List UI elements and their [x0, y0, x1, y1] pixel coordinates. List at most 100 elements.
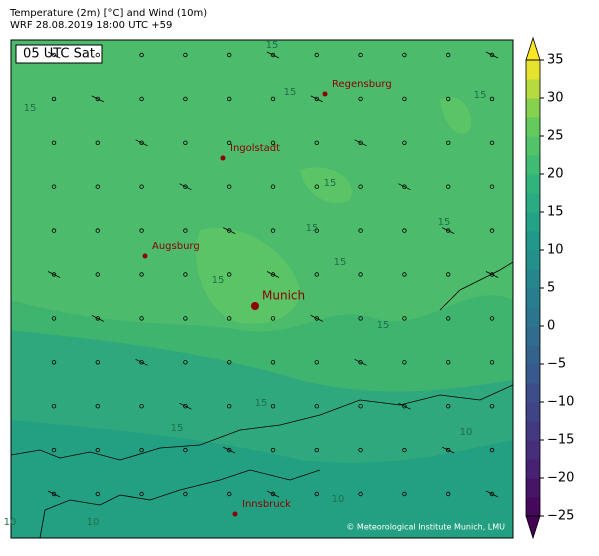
- station: [402, 184, 407, 189]
- station: [489, 447, 495, 453]
- colorbar-tick-label: −5: [547, 357, 566, 372]
- colorbar-band: [526, 250, 540, 270]
- colorbar-band: [526, 307, 540, 327]
- colorbar-tick-label: 5: [547, 281, 555, 296]
- station: [402, 52, 407, 58]
- colorbar-tick-label: 10: [547, 243, 564, 258]
- station: [270, 404, 276, 409]
- station: [270, 140, 276, 145]
- station: [314, 447, 319, 453]
- contour-label: 15: [212, 275, 225, 286]
- station: [358, 96, 363, 102]
- station: [183, 140, 188, 145]
- station: [489, 140, 495, 145]
- station: [51, 447, 57, 453]
- colorbar-band: [526, 212, 540, 232]
- colorbar-tick-label: 30: [547, 91, 564, 106]
- wind-barb: [310, 315, 323, 322]
- station: [226, 360, 232, 365]
- station: [446, 52, 451, 58]
- wind-barb: [47, 51, 61, 59]
- wind-barb: [485, 490, 499, 498]
- station: [489, 228, 495, 233]
- station: [402, 140, 407, 145]
- city-name: Augsburg: [152, 241, 200, 252]
- wind-barb: [47, 271, 61, 278]
- contour-label: 15: [334, 257, 347, 268]
- colorbar-band: [526, 288, 540, 308]
- station: [226, 316, 232, 321]
- colorbar-extend: [525, 36, 541, 61]
- wind-barb: [398, 183, 411, 191]
- contour-label: 10: [4, 517, 17, 528]
- wind-barb: [135, 139, 148, 147]
- colorbar-band: [526, 269, 540, 289]
- contour-label: 15: [306, 223, 319, 234]
- station: [446, 316, 451, 321]
- station: [183, 360, 188, 365]
- station: [489, 404, 495, 409]
- station: [139, 52, 144, 58]
- wind-barb: [47, 490, 61, 498]
- station: [139, 228, 144, 233]
- station: [446, 228, 451, 233]
- station: [95, 360, 100, 365]
- station: [139, 360, 144, 365]
- station: [314, 316, 319, 321]
- station: [95, 404, 100, 409]
- colorbar-band: [526, 98, 540, 118]
- station: [95, 140, 100, 145]
- station: [270, 184, 276, 189]
- station: [314, 140, 319, 145]
- colorbar-extend: [525, 515, 541, 540]
- colorbar-band: [526, 497, 540, 517]
- colorbar-band: [526, 364, 540, 384]
- contour-label: 10: [460, 427, 473, 438]
- contour-label: 10: [332, 494, 345, 505]
- wind-barb: [179, 183, 192, 191]
- subtitle: WRF 28.08.2019 18:00 UTC +59: [10, 20, 172, 31]
- city-name: Regensburg: [332, 79, 392, 90]
- station: [358, 272, 363, 277]
- station: [183, 316, 188, 321]
- wind-barb: [91, 95, 104, 103]
- station: [358, 228, 363, 233]
- station: [358, 140, 363, 145]
- station: [139, 96, 144, 102]
- wind-barb: [266, 271, 280, 278]
- station: [402, 360, 407, 365]
- wind-barb: [179, 402, 192, 410]
- station: [139, 404, 144, 409]
- colorbar-band: [526, 326, 540, 346]
- contour-label: 15: [171, 423, 184, 434]
- colorbar-band: [526, 79, 540, 99]
- contour-label: 15: [284, 87, 297, 98]
- station: [358, 184, 363, 189]
- city-marker: [322, 91, 328, 97]
- city-marker: [142, 253, 148, 259]
- wind-barb: [442, 446, 455, 454]
- station: [358, 404, 363, 409]
- wind-barb: [442, 227, 455, 234]
- station: [226, 228, 232, 233]
- colorbar-tick-label: −25: [547, 509, 574, 524]
- station: [270, 52, 276, 58]
- station: [226, 272, 232, 277]
- time-box: [15, 44, 103, 64]
- station: [51, 491, 57, 497]
- colorbar-tick-label: 35: [547, 53, 564, 68]
- colorbar-tick-label: 20: [547, 167, 564, 182]
- station: [489, 316, 495, 321]
- city-marker: [220, 155, 226, 161]
- colorbar-band: [526, 117, 540, 137]
- station: [358, 316, 363, 321]
- colorbar-band: [526, 402, 540, 422]
- city-marker: [251, 302, 259, 310]
- station: [51, 404, 57, 409]
- station: [358, 360, 363, 365]
- station: [314, 360, 319, 365]
- station: [402, 96, 407, 102]
- wind-barb: [91, 315, 104, 322]
- station: [183, 184, 188, 189]
